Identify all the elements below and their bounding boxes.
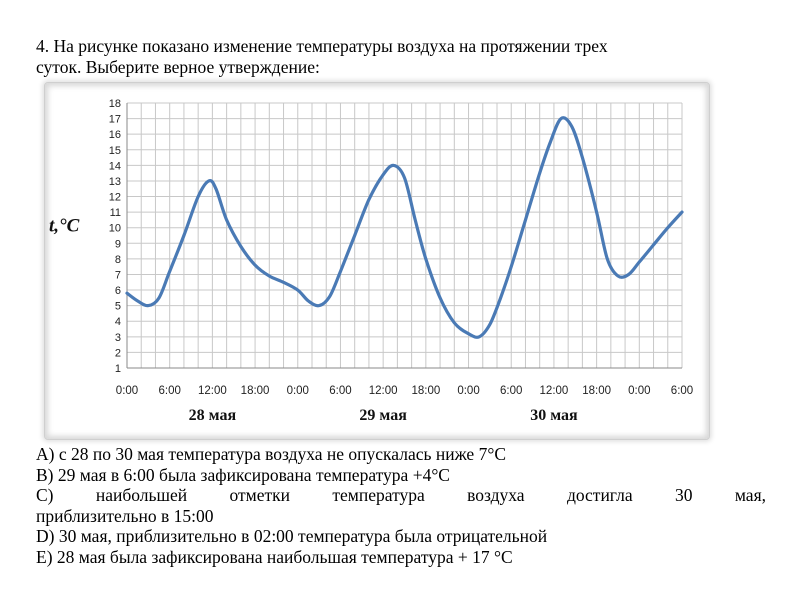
x-tick-label: 6:00 (500, 385, 522, 397)
y-tick-label: 9 (115, 238, 121, 250)
x-tick-label: 0:00 (628, 385, 650, 397)
day-label: 30 мая (530, 407, 578, 424)
question-line-1: 4. На рисунке показано изменение темпера… (36, 36, 608, 56)
x-tick-label: 6:00 (158, 385, 180, 397)
temperature-series-line (125, 116, 684, 339)
answer-d: D) 30 мая, приблизительно в 02:00 темпер… (36, 526, 548, 546)
temperature-chart-frame: 1 2 3 4 5 6 7 8 9 10 11 12 13 14 15 16 17 18 t,°C 0:00 6:00 1… (44, 82, 710, 440)
y-tick-label: 13 (109, 176, 121, 188)
y-axis-label: t,°C (49, 216, 80, 237)
y-tick-label: 18 (109, 98, 121, 110)
y-tick-label: 7 (115, 269, 121, 281)
y-tick-label: 11 (110, 207, 121, 219)
y-tick-label: 12 (109, 192, 121, 204)
y-tick-label: 4 (115, 316, 121, 328)
answer-c-continuation: приблизительно в 15:00 (36, 505, 214, 526)
day-label: 29 мая (359, 407, 407, 424)
question-line-2: суток. Выберите верное утверждение: (36, 57, 320, 77)
y-tick-label: 3 (115, 332, 121, 344)
y-tick-label: 10 (109, 223, 121, 235)
answer-e: Е) 28 мая была зафиксирована наибольшая … (36, 546, 513, 567)
x-tick-label: 6:00 (671, 385, 693, 397)
x-tick-label: 12:00 (369, 385, 398, 397)
y-tick-label: 2 (115, 347, 121, 359)
x-tick-label: 0:00 (287, 385, 309, 397)
answer-c: С) наибольшей отметки температура воздух… (36, 485, 766, 505)
question-text: 4. На рисунке показано изменение темпера… (36, 36, 766, 78)
x-tick-label: 18:00 (411, 385, 440, 397)
y-tick-label: 16 (109, 129, 121, 141)
y-tick-label: 17 (109, 114, 121, 126)
x-tick-label: 12:00 (198, 385, 227, 397)
answer-options: А) с 28 по 30 мая температура воздуха не… (36, 444, 766, 567)
x-tick-label: 0:00 (457, 385, 479, 397)
y-tick-label: 5 (115, 301, 121, 313)
y-tick-label: 15 (109, 145, 121, 157)
y-tick-label: 14 (109, 160, 121, 172)
x-tick-label: 18:00 (241, 385, 270, 397)
day-label: 28 мая (189, 407, 237, 424)
x-tick-label: 12:00 (540, 385, 569, 397)
x-tick-label: 6:00 (329, 385, 351, 397)
answer-a: А) с 28 по 30 мая температура воздуха не… (36, 444, 506, 464)
x-tick-label: 0:00 (116, 385, 138, 397)
answer-b: В) 29 мая в 6:00 была зафиксирована темп… (36, 464, 450, 485)
y-tick-label: 6 (115, 285, 121, 297)
y-tick-label: 8 (115, 254, 121, 266)
y-tick-label: 1 (115, 363, 121, 375)
x-tick-label: 18:00 (582, 385, 611, 397)
